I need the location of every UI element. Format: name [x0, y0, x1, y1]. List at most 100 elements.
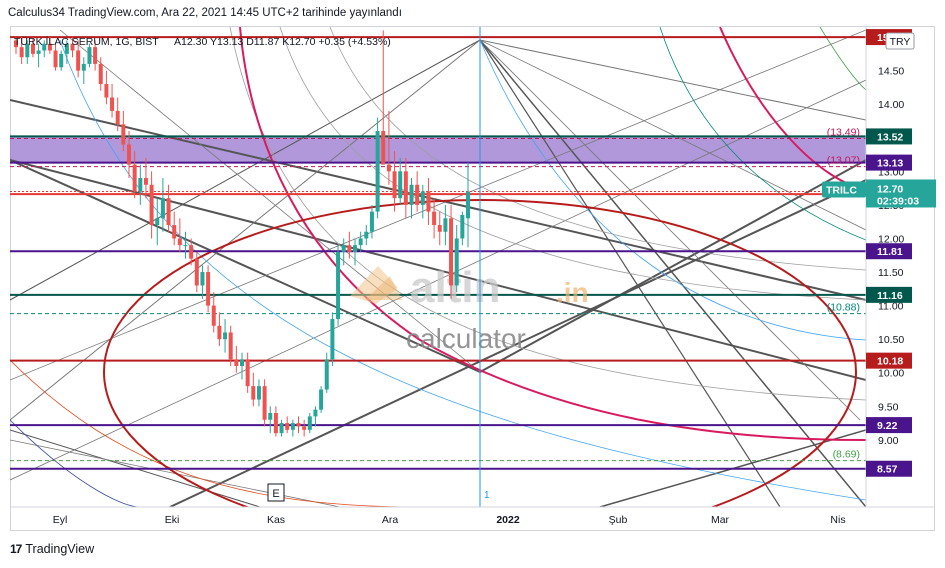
- candle-body: [409, 184, 414, 205]
- candle-body: [319, 389, 324, 410]
- candle-body: [115, 110, 120, 125]
- svg-text:E: E: [272, 488, 279, 500]
- candle-body: [381, 131, 386, 165]
- price-tag[interactable]: 11.81: [866, 243, 912, 260]
- trend-line: [10, 39, 481, 301]
- chart-canvas[interactable]: (13.49) (13.07) (10.88) (8.69) altin .in ca…: [0, 0, 945, 540]
- dashed-level-label: (13.49): [827, 126, 860, 138]
- arc-line: [10, 359, 421, 507]
- price-tag[interactable]: 10.18: [866, 352, 912, 369]
- candle-body: [172, 225, 177, 239]
- trend-line: [169, 179, 866, 507]
- candle-body: [64, 43, 69, 54]
- arc-line: [239, 27, 866, 441]
- arc-line: [659, 27, 866, 241]
- trend-line: [10, 159, 481, 373]
- watermark-logo-icon: [350, 266, 402, 304]
- candle-body: [353, 245, 357, 252]
- candle-body: [358, 238, 363, 246]
- price-tag[interactable]: 13.13: [866, 154, 912, 171]
- candle-body: [155, 218, 160, 226]
- candle-body: [177, 238, 182, 246]
- trend-line: [10, 79, 866, 481]
- candle-body: [420, 191, 425, 205]
- tradingview-logo-icon: 17: [10, 542, 22, 556]
- price-tick-label: 9.00: [878, 435, 899, 447]
- candle-body: [223, 332, 228, 340]
- candle-body: [307, 416, 312, 430]
- price-tick-label: 10.00: [878, 368, 904, 380]
- candle-body: [364, 231, 369, 239]
- candle-body: [234, 359, 239, 367]
- time-tick-label: Eki: [165, 514, 180, 526]
- dashed-level-label: (10.88): [827, 302, 860, 314]
- candle-body: [189, 245, 194, 259]
- time-tick-label: Eyl: [53, 514, 68, 526]
- price-tag-label: 15: [877, 32, 889, 44]
- trend-line: [10, 99, 866, 301]
- candle-body: [36, 50, 41, 54]
- trend-line: [479, 39, 866, 121]
- price-tag-label: 10.18: [877, 356, 903, 368]
- candle-body: [183, 245, 188, 247]
- price-tag[interactable]: 8.57: [866, 460, 912, 477]
- price-tag-label: 13.13: [877, 158, 903, 170]
- event-marker-E[interactable]: E: [267, 483, 285, 502]
- candle-body: [59, 53, 64, 68]
- candle-body: [245, 359, 250, 387]
- legend-ohlc: A12.30 Y13.13 D11.87 K12.70 +0.35 (+4.53…: [174, 36, 391, 48]
- watermark-sub: calculator: [406, 323, 526, 354]
- candle-body: [341, 245, 346, 252]
- candle-body: [206, 272, 211, 306]
- price-tag[interactable]: 13.52: [866, 128, 912, 145]
- candle-body: [251, 386, 256, 400]
- arc-line: [819, 27, 866, 91]
- trend-line: [10, 39, 481, 421]
- candle-body: [200, 272, 205, 286]
- price-tick-label: 14.00: [878, 99, 904, 111]
- candle-body: [81, 63, 86, 71]
- candle-body: [324, 359, 329, 390]
- price-tag-label: 9.22: [877, 420, 898, 432]
- candle-body: [437, 225, 442, 232]
- candle-body: [290, 423, 295, 430]
- price-tag[interactable]: 11.16: [866, 286, 912, 303]
- price-tag[interactable]: 9.22: [866, 417, 912, 434]
- arc-line: [479, 39, 866, 341]
- candle-body: [449, 218, 454, 286]
- legend-symbol: TÜRK İLAÇ SERUM, 1G, BIST: [14, 35, 159, 48]
- price-tag-label: 13.52: [877, 131, 903, 143]
- price-tick-label: 9.50: [878, 401, 899, 413]
- publish-line: Calculus34 TradingView.com, Ara 22, 2021…: [8, 7, 402, 19]
- arc-line: [329, 27, 866, 271]
- time-tick-label: Kas: [267, 514, 285, 526]
- time-tick-label: 2022: [496, 514, 520, 526]
- price-tag-label: 8.57: [877, 464, 898, 476]
- candle-body: [93, 47, 98, 64]
- candle-body: [127, 144, 131, 165]
- chart-frame: [10, 26, 935, 531]
- candle-body: [98, 63, 103, 85]
- candle-body: [375, 131, 380, 212]
- candle-body: [432, 211, 437, 226]
- watermark: altin .in calculator: [350, 263, 589, 354]
- candle-body: [87, 47, 92, 64]
- candle-body: [217, 325, 222, 340]
- candle-body: [211, 305, 216, 326]
- price-tag-label: 11.16: [877, 290, 903, 302]
- candle-body: [268, 413, 273, 420]
- candle-body: [273, 413, 278, 434]
- current-price-label: 12.70: [877, 183, 903, 195]
- time-axis[interactable]: Eyl Eki Kas Ara 2022 Şub Mar Nis: [53, 514, 846, 526]
- candle-body: [466, 191, 470, 219]
- candle-body: [262, 386, 267, 420]
- candle-body: [313, 409, 318, 417]
- candle-body: [194, 258, 199, 286]
- candle-body: [143, 178, 148, 185]
- candle-body: [53, 50, 58, 68]
- candle-body: [426, 191, 431, 212]
- currency-badge[interactable]: TRY: [885, 32, 915, 50]
- candle-body: [76, 50, 81, 71]
- candle-body: [19, 47, 24, 58]
